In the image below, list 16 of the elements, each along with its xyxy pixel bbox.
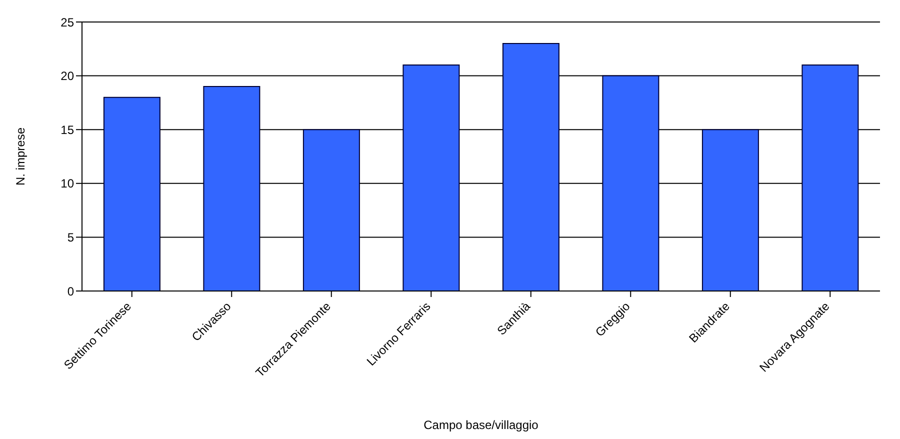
bar	[502, 43, 560, 291]
bar	[802, 64, 859, 291]
y-axis-title: N. imprese	[13, 127, 28, 186]
bar	[602, 75, 660, 291]
bar	[402, 64, 460, 291]
y-tick-label: 5	[67, 230, 74, 244]
bar	[103, 96, 160, 291]
y-tick-label: 20	[60, 69, 74, 84]
y-tick-label: 0	[67, 284, 74, 298]
y-tick-label: 25	[60, 15, 74, 30]
bar	[302, 129, 360, 291]
y-tick-label: 10	[60, 176, 74, 191]
bar	[702, 129, 759, 291]
y-tick-label: 15	[60, 122, 74, 137]
x-axis-title: Campo base/villaggio	[424, 418, 539, 432]
bar	[203, 86, 260, 291]
